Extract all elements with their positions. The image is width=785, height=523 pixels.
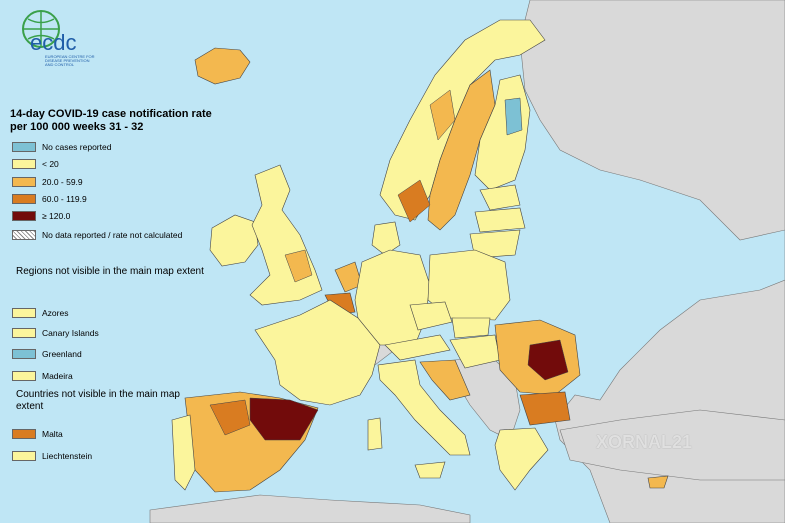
legend-label: Madeira (42, 371, 73, 381)
legend-swatch (12, 194, 36, 204)
spain-region-red (249, 397, 319, 441)
romania-region-red (527, 339, 569, 381)
legend-swatch (12, 328, 36, 338)
sardinia (367, 417, 383, 451)
legend-label: ≥ 120.0 (42, 211, 71, 221)
legend-label: Canary Islands (42, 328, 99, 338)
sicily (414, 461, 446, 479)
legend-swatch (12, 371, 36, 381)
legend-label: No data reported / rate not calculated (42, 230, 183, 240)
region-azores: Azores (12, 307, 68, 319)
czechia (409, 301, 453, 331)
legend-label: Liechtenstein (42, 451, 93, 461)
legend-swatch (12, 177, 36, 187)
ecdc-logo (16, 4, 96, 70)
region-greenland: Greenland (12, 348, 82, 360)
finland-region-blue (504, 97, 523, 136)
austria (384, 334, 451, 361)
croatia (419, 359, 471, 401)
countries-title: Countries not visible in the main map ex… (16, 389, 180, 412)
region-madeira: Madeira (12, 370, 73, 382)
legend-item-no-data: No data reported / rate not calculated (12, 229, 182, 241)
slovakia (451, 317, 491, 339)
legend-swatch (12, 142, 36, 152)
legend-swatch (12, 211, 36, 221)
estonia (479, 184, 521, 211)
denmark (371, 221, 401, 256)
legend-label: < 20 (42, 159, 59, 169)
legend-swatch (12, 230, 36, 240)
cyprus (647, 475, 669, 489)
latvia (474, 207, 526, 233)
legend-item-lt20: < 20 (12, 158, 59, 170)
legend-label: 60.0 - 119.9 (42, 194, 87, 204)
france (254, 299, 381, 406)
region-canary-islands: Canary Islands (12, 327, 99, 339)
greece (494, 427, 549, 491)
legend-label: No cases reported (42, 142, 112, 152)
legend-swatch (12, 349, 36, 359)
legend-label: Malta (42, 429, 63, 439)
legend-item-60-119: 60.0 - 119.9 (12, 193, 87, 205)
uk-region-orange (284, 249, 313, 283)
legend-swatch (12, 308, 36, 318)
sweden-region-dark (397, 179, 431, 223)
italy (377, 359, 471, 456)
germany (354, 249, 431, 346)
portugal (171, 414, 196, 491)
non-eu-land-turkey (559, 409, 785, 481)
legend-label: Greenland (42, 349, 82, 359)
legend-swatch (12, 159, 36, 169)
country-malta: Malta (12, 428, 63, 440)
ecdc-logo-text: ecdc (30, 30, 77, 55)
watermark: XORNAL21 (596, 432, 693, 452)
spain-region-dark (209, 399, 251, 436)
non-eu-land-east (519, 0, 785, 523)
ireland (209, 214, 259, 267)
legend-item-gte120: ≥ 120.0 (12, 210, 70, 222)
legend-item-no-cases: No cases reported (12, 141, 111, 153)
legend-label: Azores (42, 308, 69, 318)
legend-title: 14-day COVID-19 case notification rate p… (10, 108, 212, 133)
bulgaria (519, 391, 571, 426)
legend-label: 20.0 - 59.9 (42, 177, 83, 187)
globe-icon (22, 10, 60, 48)
legend-swatch (12, 429, 36, 439)
ecdc-logo-subtitle: EUROPEAN CENTRE FOR DISEASE PREVENTION A… (45, 54, 95, 67)
country-liechtenstein: Liechtenstein (12, 450, 92, 462)
iceland (194, 47, 251, 85)
regions-title: Regions not visible in the main map exte… (16, 266, 204, 277)
legend-item-20-59: 20.0 - 59.9 (12, 176, 83, 188)
legend-swatch (12, 451, 36, 461)
non-eu-land-north-africa (149, 494, 471, 523)
